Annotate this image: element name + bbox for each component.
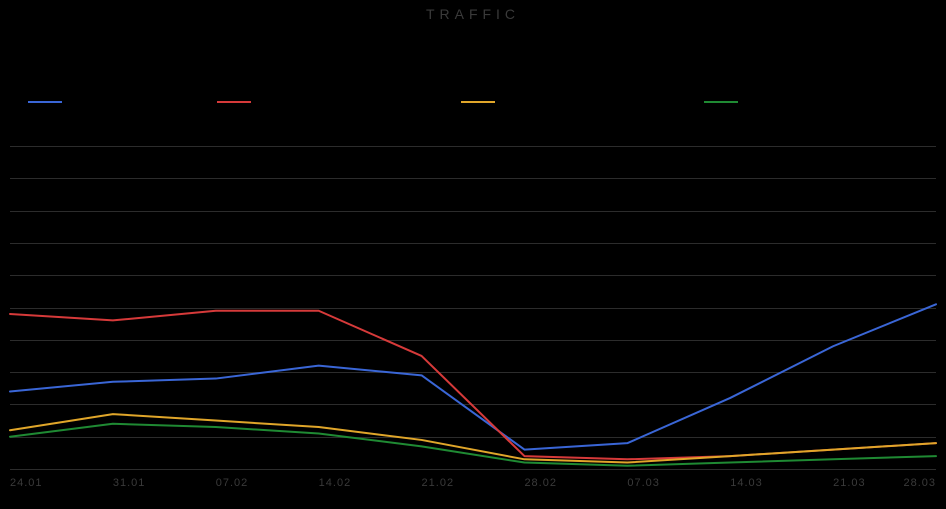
traffic-chart: TRAFFIC 24.01 31.01 07.02 14.02 21.02 28.02 07… [0,0,946,509]
chart-title: TRAFFIC [0,6,946,22]
chart-lines-svg [10,146,936,469]
x-axis-label: 24.01 [10,477,43,489]
x-axis-label: 21.02 [422,477,455,489]
chart-x-axis: 24.01 31.01 07.02 14.02 21.02 28.02 07.03 14.03… [10,477,936,495]
legend-swatch [461,101,495,103]
gridline [10,469,936,470]
x-axis-label: 07.02 [216,477,249,489]
legend-item [28,94,62,110]
x-axis-label: 07.03 [627,477,660,489]
series-red [10,311,936,460]
legend-item [704,94,738,110]
x-axis-label: 21.03 [833,477,866,489]
series-green [10,424,936,466]
legend-swatch [28,101,62,103]
chart-plot-area [10,146,936,469]
legend-item [461,94,495,110]
x-axis-label: 14.03 [730,477,763,489]
x-axis-label: 28.03 [903,477,936,489]
legend-item [217,94,251,110]
x-axis-label: 31.01 [113,477,146,489]
legend-swatch [704,101,738,103]
x-axis-label: 28.02 [524,477,557,489]
chart-legend [28,94,918,110]
series-blue [10,304,936,449]
x-axis-label: 14.02 [319,477,352,489]
legend-swatch [217,101,251,103]
